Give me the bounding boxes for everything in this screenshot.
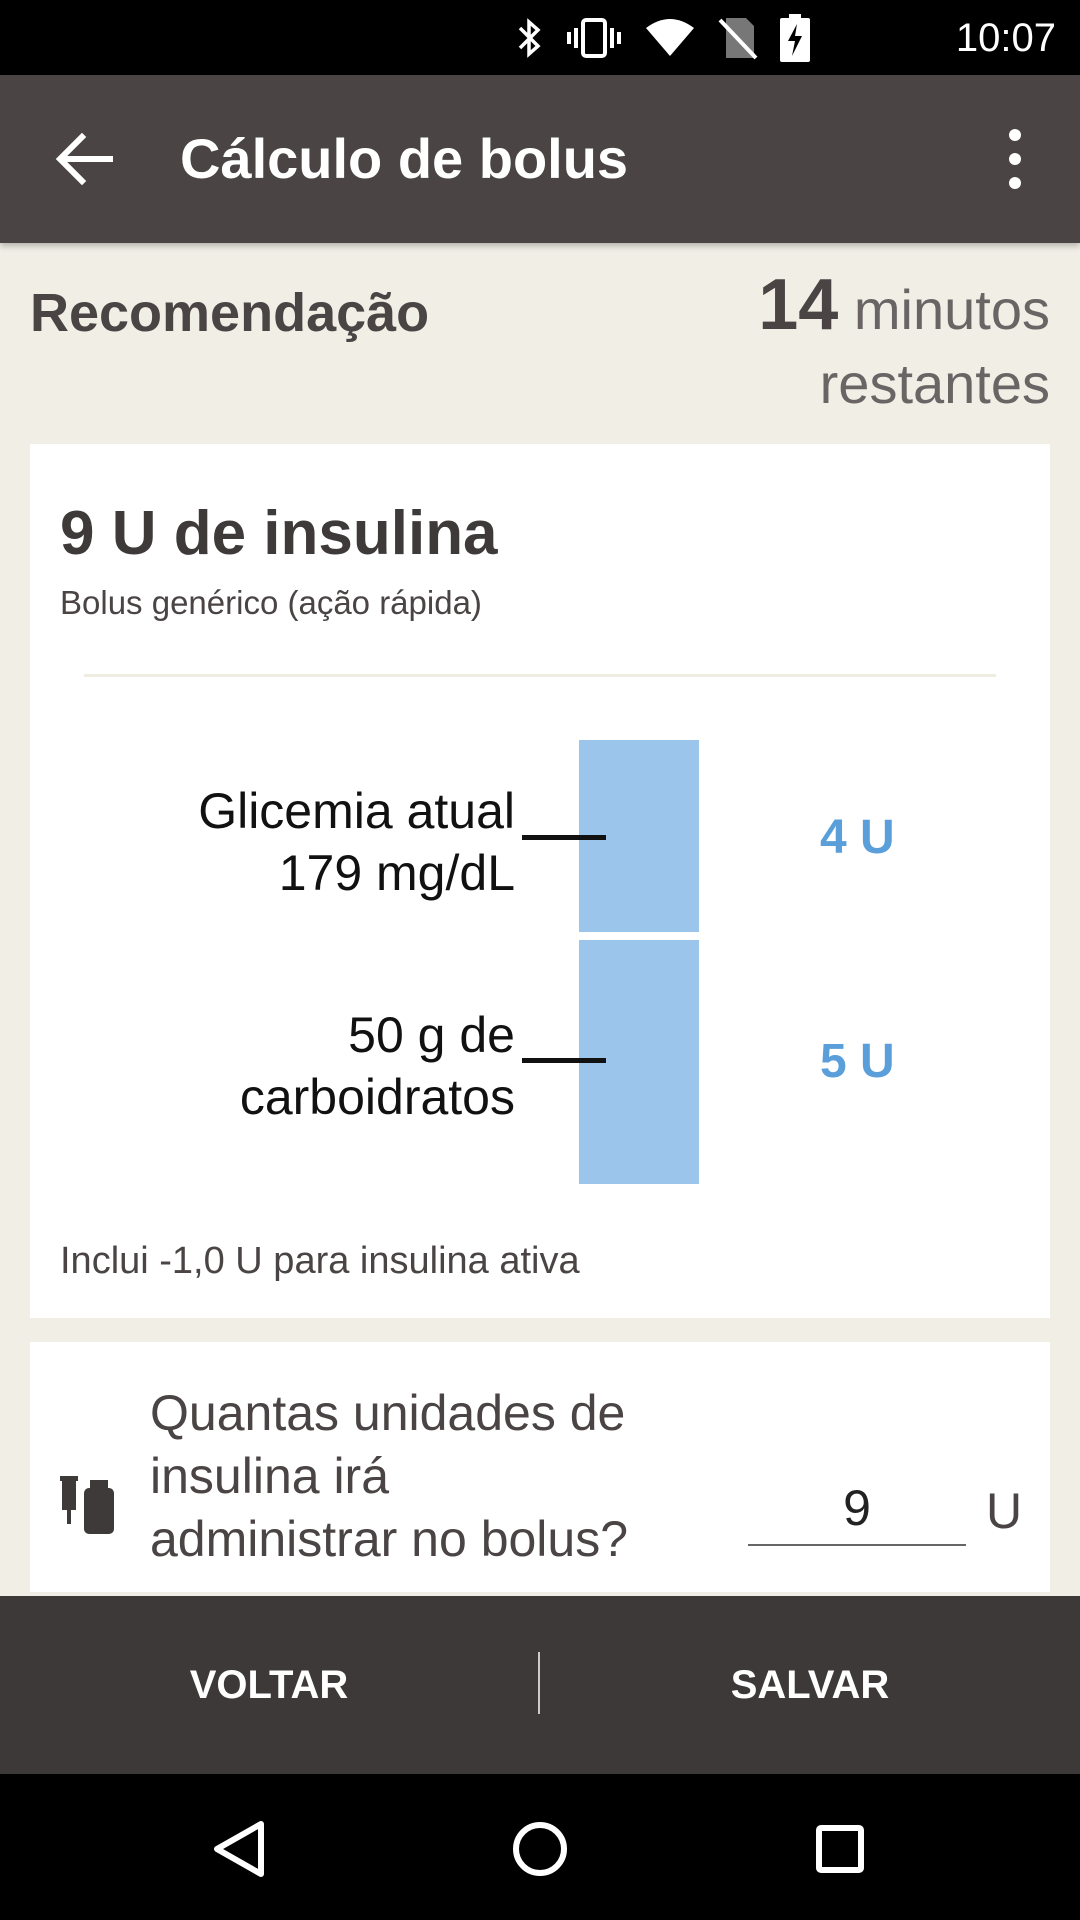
status-bar: 10:07 bbox=[0, 0, 1080, 75]
carbs-units: 5 U bbox=[820, 1035, 895, 1088]
insulin-dose: 9 U de insulina bbox=[60, 499, 498, 568]
back-button[interactable]: VOLTAR bbox=[189, 1662, 349, 1707]
system-nav-bar bbox=[0, 1774, 1080, 1920]
button-separator bbox=[538, 1652, 540, 1714]
no-sim-icon bbox=[718, 18, 758, 60]
active-insulin-note: Inclui -1,0 U para insulina ativa bbox=[60, 1240, 580, 1282]
nav-recents-icon[interactable] bbox=[795, 1804, 885, 1894]
minutes-remaining-value: 14 bbox=[758, 265, 839, 345]
glucose-label: Glicemia atual 179 mg/dL bbox=[198, 780, 515, 904]
carbs-label-line2: carboidratos bbox=[239, 1069, 515, 1125]
save-button[interactable]: SALVAR bbox=[730, 1662, 890, 1707]
battery-charging-icon bbox=[780, 14, 810, 62]
recommendation-heading: Recomendação bbox=[30, 283, 430, 343]
carbs-label-line1: 50 g de bbox=[348, 1007, 515, 1063]
insulin-type: Bolus genérico (ação rápida) bbox=[60, 584, 482, 621]
back-arrow-icon[interactable] bbox=[50, 125, 118, 193]
glucose-label-line2: 179 mg/dL bbox=[278, 845, 515, 901]
action-bar: VOLTAR SALVAR bbox=[0, 1596, 1080, 1774]
glucose-units: 4 U bbox=[820, 811, 895, 864]
carbs-label: 50 g de carboidratos bbox=[240, 1004, 515, 1128]
insulin-pen-vial-icon bbox=[60, 1476, 114, 1534]
units-suffix: U bbox=[986, 1483, 1023, 1539]
remaining-label: restantes bbox=[819, 352, 1050, 415]
divider bbox=[84, 674, 996, 677]
glucose-leader-line bbox=[522, 835, 606, 840]
bolus-question: Quantas unidades de insulina irá adminis… bbox=[150, 1385, 629, 1567]
wifi-icon bbox=[646, 19, 694, 56]
app-bar: Cálculo de bolus bbox=[0, 75, 1080, 243]
bolus-units-input[interactable] bbox=[748, 1472, 966, 1546]
vibrate-icon bbox=[567, 18, 621, 58]
page-title: Cálculo de bolus bbox=[180, 127, 629, 190]
glucose-label-line1: Glicemia atual bbox=[198, 783, 515, 839]
nav-home-icon[interactable] bbox=[495, 1804, 585, 1894]
bolus-input-card: Quantas unidades de insulina irá adminis… bbox=[30, 1342, 1050, 1592]
bluetooth-icon bbox=[518, 18, 541, 58]
clock: 10:07 bbox=[955, 16, 1056, 60]
carbs-leader-line bbox=[522, 1058, 606, 1063]
time-remaining: 14 minutos restantes bbox=[758, 268, 1050, 421]
minutes-label: minutos bbox=[853, 278, 1050, 341]
recommendation-card: 9 U de insulina Bolus genérico (ação ráp… bbox=[30, 444, 1050, 1318]
nav-back-icon[interactable] bbox=[195, 1804, 285, 1894]
more-options-icon[interactable] bbox=[990, 125, 1040, 193]
